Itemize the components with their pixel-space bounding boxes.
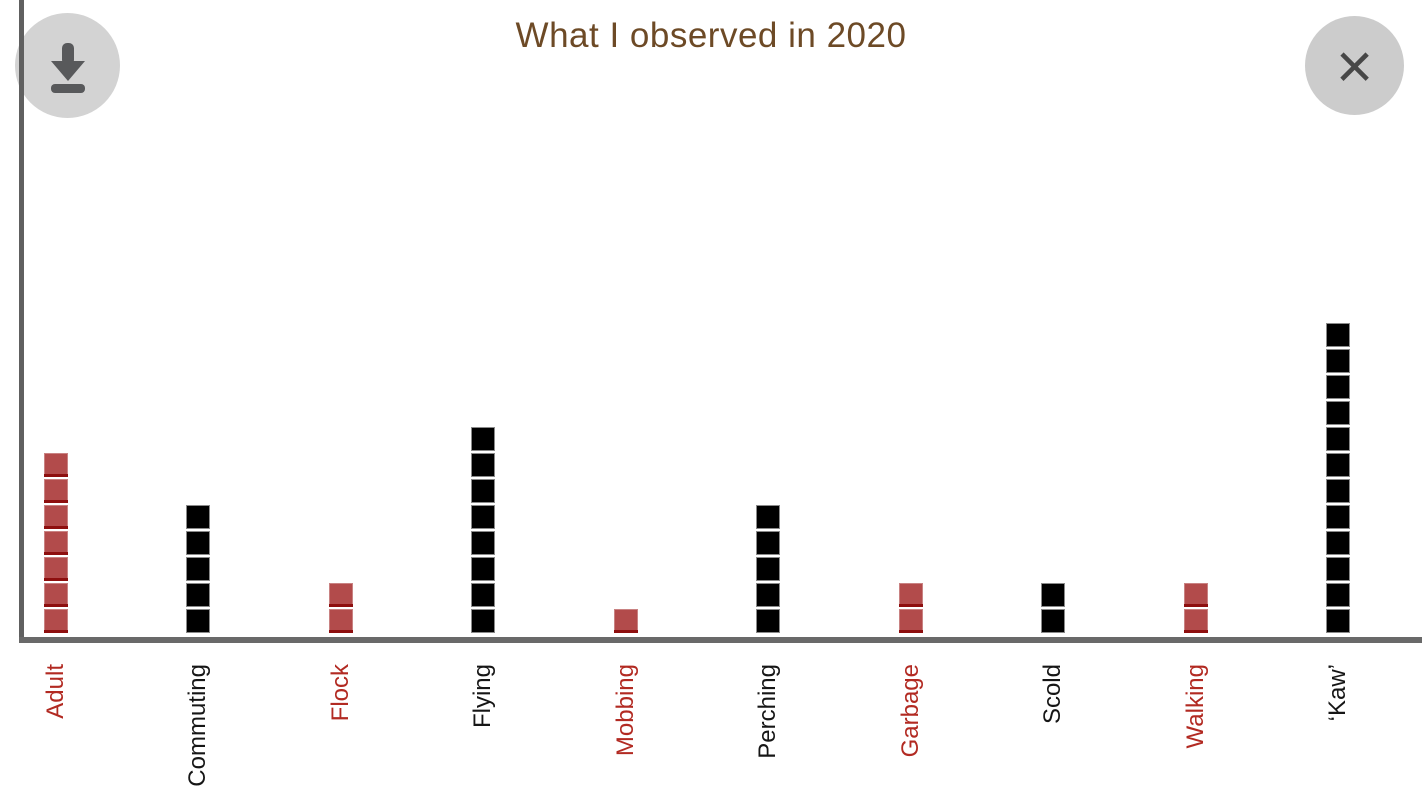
unit-square xyxy=(1325,375,1350,399)
unit-square xyxy=(1325,583,1350,607)
unit-square xyxy=(1325,609,1350,633)
unit-square xyxy=(186,505,211,529)
unit-square xyxy=(44,557,68,581)
label-slot: ‘Kaw’ xyxy=(1323,664,1351,800)
unit-square xyxy=(756,505,781,529)
unit-square xyxy=(898,583,923,607)
unit-square xyxy=(1325,323,1350,347)
category-label: Flying xyxy=(469,664,497,729)
unit-square xyxy=(44,479,68,503)
column-scold xyxy=(1041,583,1066,633)
unit-square xyxy=(898,609,923,633)
column-mobbing xyxy=(613,609,638,633)
unit-square xyxy=(1325,505,1350,529)
column-garbage xyxy=(898,583,923,633)
unit-square xyxy=(1041,583,1066,607)
unit-square xyxy=(1325,349,1350,373)
unit-square xyxy=(1325,427,1350,451)
column-kaw xyxy=(1325,323,1350,633)
unit-square xyxy=(44,505,68,529)
download-icon xyxy=(39,37,97,95)
unit-square xyxy=(328,609,353,633)
x-axis-line xyxy=(19,637,1422,643)
unit-square xyxy=(1183,609,1208,633)
unit-square xyxy=(471,505,496,529)
unit-square xyxy=(1325,531,1350,555)
unit-square xyxy=(44,453,68,477)
download-button[interactable] xyxy=(15,13,120,118)
unit-square xyxy=(1183,583,1208,607)
column-commuting xyxy=(186,505,211,633)
unit-square xyxy=(471,479,496,503)
label-slot: Flock xyxy=(326,664,354,800)
label-slot: Mobbing xyxy=(611,664,639,800)
unit-square xyxy=(471,453,496,477)
unit-square xyxy=(471,557,496,581)
close-button[interactable]: × xyxy=(1305,16,1404,115)
unit-square xyxy=(756,609,781,633)
category-label: Perching xyxy=(754,664,782,759)
unit-square xyxy=(471,609,496,633)
unit-square xyxy=(186,583,211,607)
category-label: Garbage xyxy=(896,664,924,758)
unit-square xyxy=(471,531,496,555)
labels: Adult Commuting Flock Flying Mobbing Perching… xyxy=(42,664,1351,800)
unit-square xyxy=(186,557,211,581)
unit-square xyxy=(756,531,781,555)
category-label: ‘Kaw’ xyxy=(1323,664,1351,722)
label-slot: Commuting xyxy=(184,664,212,800)
unit-square xyxy=(1325,557,1350,581)
unit-square xyxy=(756,583,781,607)
unit-square xyxy=(756,557,781,581)
unit-square xyxy=(44,583,68,607)
unit-square xyxy=(1041,609,1066,633)
unit-square xyxy=(44,609,68,633)
category-label: Commuting xyxy=(184,664,212,787)
unit-square xyxy=(471,427,496,451)
column-walking xyxy=(1183,583,1208,633)
page-title: What I observed in 2020 xyxy=(515,16,907,55)
unit-square xyxy=(44,531,68,555)
label-slot: Walking xyxy=(1181,664,1209,800)
category-label: Scold xyxy=(1039,664,1067,725)
columns xyxy=(44,323,1350,633)
label-slot: Scold xyxy=(1039,664,1067,800)
label-slot: Adult xyxy=(42,664,69,800)
column-flock xyxy=(328,583,353,633)
category-label: Adult xyxy=(42,664,69,719)
column-adult xyxy=(44,453,68,633)
category-label: Flock xyxy=(326,664,354,722)
label-slot: Flying xyxy=(469,664,497,800)
category-label: Walking xyxy=(1181,664,1209,749)
y-axis-line xyxy=(19,0,24,643)
unit-square xyxy=(186,609,211,633)
unit-square xyxy=(613,609,638,633)
unit-square xyxy=(471,583,496,607)
unit-square xyxy=(1325,453,1350,477)
close-icon: × xyxy=(1335,29,1374,102)
category-label: Mobbing xyxy=(611,664,639,757)
unit-square xyxy=(186,531,211,555)
unit-square xyxy=(328,583,353,607)
label-slot: Perching xyxy=(754,664,782,800)
label-slot: Garbage xyxy=(896,664,924,800)
column-perching xyxy=(756,505,781,633)
column-flying xyxy=(471,427,496,633)
unit-square xyxy=(1325,401,1350,425)
unit-square xyxy=(1325,479,1350,503)
